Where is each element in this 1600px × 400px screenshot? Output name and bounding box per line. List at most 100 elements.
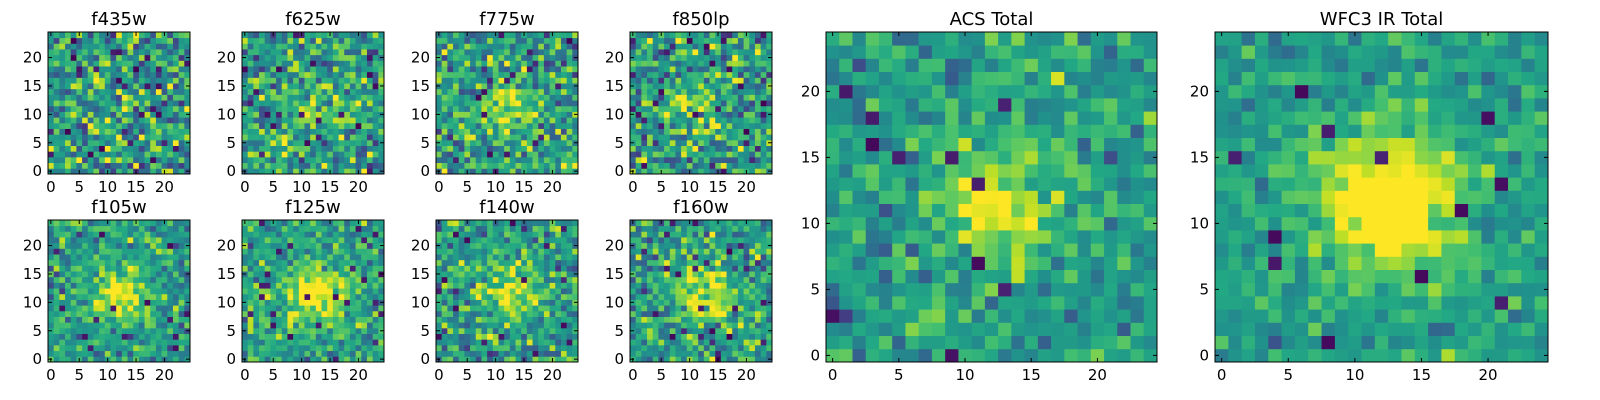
pixel-cell: [48, 94, 55, 101]
pixel-cell: [242, 276, 249, 283]
pixel-cell: [144, 128, 151, 135]
pixel-cell: [658, 128, 665, 135]
pixel-cell: [726, 310, 733, 317]
pixel-cell: [355, 305, 362, 312]
pixel-cell: [310, 128, 317, 135]
pixel-cell: [458, 220, 465, 227]
pixel-cell: [453, 322, 460, 329]
pixel-cell: [121, 88, 128, 95]
pixel-cell: [310, 105, 317, 112]
x-tick-label: 10: [292, 366, 311, 384]
pixel-cell: [521, 43, 528, 50]
pixel-cell: [338, 162, 345, 169]
pixel-cell: [298, 105, 305, 112]
pixel-cell: [703, 128, 710, 135]
pixel-cell: [532, 265, 539, 272]
pixel-cell: [167, 122, 174, 129]
pixel-cell: [635, 139, 642, 146]
pixel-cell: [138, 122, 145, 129]
pixel-cell: [321, 225, 328, 232]
pixel-cell: [167, 231, 174, 238]
pixel-cell: [526, 333, 533, 340]
pixel-cell: [327, 339, 334, 346]
pixel-cell: [647, 162, 654, 169]
pixel-cell: [572, 162, 579, 169]
pixel-cell: [338, 151, 345, 158]
pixel-cell: [521, 49, 528, 56]
pixel-cell: [475, 43, 482, 50]
pixel-cell: [161, 293, 168, 300]
pixel-cell: [167, 322, 174, 329]
pixel-cell: [543, 333, 550, 340]
pixel-cell: [453, 151, 460, 158]
pixel-cell: [242, 248, 249, 255]
pixel-cell: [242, 237, 249, 244]
pixel-cell: [355, 254, 362, 261]
pixel-cell: [447, 271, 454, 278]
pixel-cell: [338, 60, 345, 67]
pixel-cell: [372, 237, 379, 244]
pixel-cell: [253, 77, 260, 84]
pixel-cell: [298, 344, 305, 352]
pixel-cell: [242, 128, 249, 135]
pixel-cell: [647, 322, 654, 329]
pixel-cell: [492, 156, 499, 164]
pixel-cell: [87, 117, 94, 124]
pixel-cell: [658, 293, 665, 300]
pixel-cell: [138, 350, 145, 357]
pixel-cell: [572, 310, 579, 317]
pixel-cell: [304, 83, 311, 90]
pixel-cell: [178, 254, 185, 261]
pixel-cell: [532, 60, 539, 67]
pixel-cell: [65, 237, 72, 244]
pixel-cell: [167, 156, 174, 164]
x-tick-label: 20: [349, 178, 368, 196]
pixel-cell: [436, 43, 443, 50]
pixel-cell: [184, 117, 191, 124]
pixel-cell: [458, 43, 465, 50]
pixel-cell: [110, 168, 117, 175]
pixel-cell: [48, 237, 55, 244]
pixel-cell: [76, 162, 83, 169]
pixel-cell: [720, 43, 727, 50]
pixel-cell: [116, 293, 123, 300]
pixel-cell: [116, 265, 123, 272]
pixel-cell: [372, 293, 379, 300]
pixel-cell: [276, 60, 283, 67]
pixel-cell: [161, 265, 168, 272]
pixel-cell: [321, 237, 328, 244]
pixel-cell: [766, 293, 773, 300]
pixel-cell: [184, 66, 191, 73]
pixel-cell: [560, 293, 568, 300]
pixel-cell: [121, 94, 128, 101]
pixel-cell: [492, 322, 499, 329]
pixel-cell: [327, 60, 334, 67]
pixel-cell: [338, 37, 345, 44]
pixel-cell: [675, 60, 682, 67]
pixel-cell: [304, 293, 311, 300]
pixel-cell: [155, 139, 162, 146]
pixel-cell: [338, 310, 345, 317]
pixel-cell: [715, 344, 722, 352]
pixel-cell: [464, 288, 471, 295]
pixel-cell: [247, 122, 254, 129]
pixel-cell: [560, 100, 568, 107]
pixel-cell: [732, 168, 739, 175]
pixel-cell: [338, 77, 345, 84]
pixel-cell: [276, 316, 283, 323]
pixel-cell: [349, 66, 356, 73]
pixel-cell: [504, 71, 511, 78]
pixel-cell: [172, 151, 180, 158]
pixel-cell: [65, 322, 72, 329]
pixel-cell: [48, 88, 55, 95]
pixel-cell: [59, 49, 66, 56]
pixel-cell: [481, 265, 488, 272]
pixel-cell: [327, 77, 334, 84]
pixel-cell: [82, 282, 89, 289]
pixel-cell: [572, 265, 579, 272]
pixel-cell: [321, 49, 328, 56]
pixel-cell: [441, 276, 448, 283]
pixel-cell: [481, 344, 488, 352]
pixel-cell: [150, 54, 157, 61]
pixel-cell: [104, 134, 111, 141]
